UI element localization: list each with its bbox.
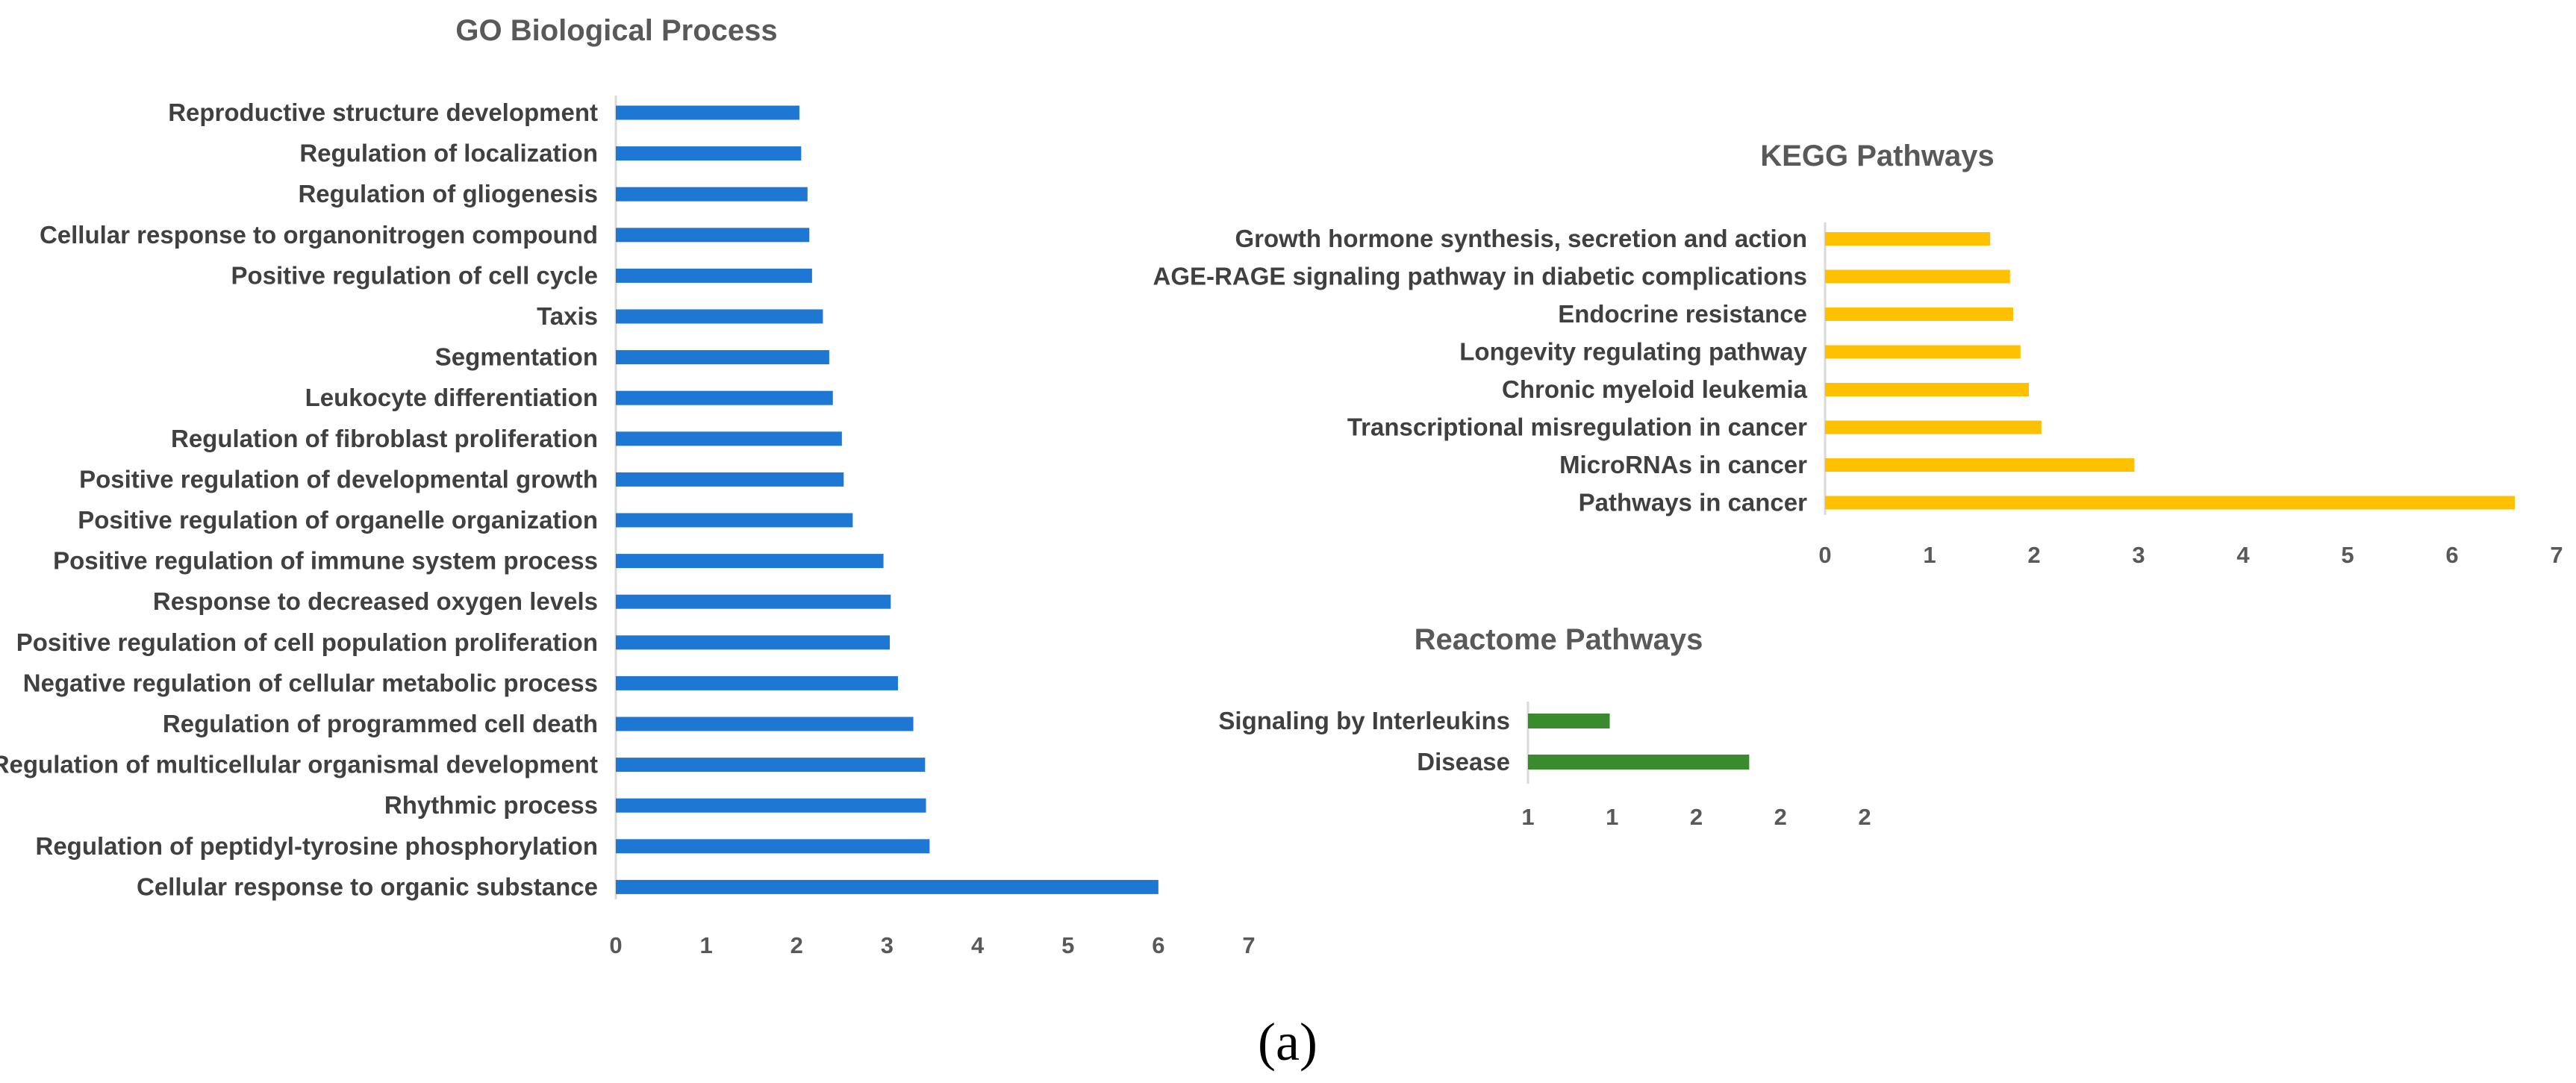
go-bar bbox=[616, 146, 802, 161]
go-category-label: Positive regulation of organelle organiz… bbox=[78, 506, 598, 534]
kegg-category-label: Longevity regulating pathway bbox=[1459, 338, 1807, 366]
kegg-bar bbox=[1825, 458, 2135, 472]
go-category-label: Segmentation bbox=[435, 343, 598, 371]
kegg-bar bbox=[1825, 308, 2013, 321]
kegg-category-label: Growth hormone synthesis, secretion and … bbox=[1235, 225, 1807, 252]
go-bar bbox=[616, 839, 930, 854]
go-x-tick-label: 1 bbox=[700, 932, 713, 958]
kegg-x-tick-label: 0 bbox=[1818, 542, 1831, 568]
reactome-category-label: Disease bbox=[1417, 748, 1510, 775]
kegg-bar bbox=[1825, 420, 2042, 434]
kegg-category-label: AGE-RAGE signaling pathway in diabetic c… bbox=[1153, 263, 1807, 290]
go-x-tick-label: 6 bbox=[1152, 932, 1164, 958]
go-bar bbox=[616, 228, 810, 243]
kegg-category-label: MicroRNAs in cancer bbox=[1559, 451, 1807, 478]
kegg-chart-title: KEGG Pathways bbox=[1760, 140, 1994, 172]
go-x-tick-label: 4 bbox=[971, 932, 985, 958]
kegg-x-tick-label: 4 bbox=[2236, 542, 2250, 568]
kegg-x-tick-label: 1 bbox=[1923, 542, 1936, 568]
go-bar bbox=[616, 554, 884, 569]
go-category-label: Cellular response to organic substance bbox=[137, 873, 598, 900]
go-x-tick-label: 2 bbox=[790, 932, 803, 958]
go-biological-process-chart: GO Biological Process Reproductive struc… bbox=[0, 14, 1256, 958]
reactome-x-tick-label: 1 bbox=[1606, 804, 1618, 830]
go-x-tick-label: 7 bbox=[1242, 932, 1255, 958]
go-bar bbox=[616, 879, 1158, 894]
reactome-pathways-chart: Reactome Pathways Signaling by Interleuk… bbox=[1218, 623, 1871, 830]
go-bar bbox=[616, 187, 808, 202]
go-bar bbox=[616, 431, 842, 446]
reactome-x-tick-label: 2 bbox=[1690, 804, 1703, 830]
go-bar bbox=[616, 635, 891, 650]
go-category-label: Regulation of fibroblast proliferation bbox=[171, 425, 598, 452]
go-bar bbox=[616, 594, 891, 609]
kegg-x-tick-label: 2 bbox=[2027, 542, 2040, 568]
reactome-chart-title: Reactome Pathways bbox=[1415, 623, 1703, 656]
kegg-category-label: Transcriptional misregulation in cancer bbox=[1347, 413, 1807, 441]
go-bar bbox=[616, 472, 844, 487]
reactome-bar bbox=[1528, 755, 1750, 770]
go-bar bbox=[616, 105, 799, 120]
reactome-x-tick-label: 2 bbox=[1774, 804, 1787, 830]
kegg-bar bbox=[1825, 345, 2021, 359]
kegg-category-label: Chronic myeloid leukemia bbox=[1502, 375, 1808, 403]
go-bar bbox=[616, 717, 914, 731]
go-x-tick-label: 0 bbox=[609, 932, 622, 958]
go-bar bbox=[616, 390, 833, 405]
go-bar bbox=[616, 268, 812, 283]
go-category-label: Cellular response to organonitrogen comp… bbox=[40, 221, 598, 249]
go-category-label: Regulation of localization bbox=[299, 140, 598, 167]
go-category-label: Taxis bbox=[537, 302, 598, 330]
go-bar bbox=[616, 309, 823, 324]
kegg-x-tick-label: 5 bbox=[2341, 542, 2354, 568]
go-bar bbox=[616, 350, 829, 365]
kegg-bar bbox=[1825, 496, 2515, 510]
reactome-x-tick-label: 1 bbox=[1521, 804, 1534, 830]
kegg-pathways-chart: KEGG Pathways Growth hormone synthesis, … bbox=[1153, 140, 2563, 568]
reactome-category-label: Signaling by Interleukins bbox=[1218, 707, 1510, 734]
go-category-label: Positive regulation of cell population p… bbox=[16, 628, 598, 656]
go-bar bbox=[616, 513, 853, 528]
go-category-label: Regulation of gliogenesis bbox=[298, 180, 598, 207]
go-category-label: Positive regulation of cell cycle bbox=[231, 261, 598, 289]
kegg-x-tick-label: 7 bbox=[2550, 542, 2563, 568]
kegg-category-label: Pathways in cancer bbox=[1579, 489, 1807, 516]
go-bar bbox=[616, 798, 926, 813]
go-bar bbox=[616, 758, 926, 773]
go-bar bbox=[616, 675, 898, 690]
go-chart-title: GO Biological Process bbox=[455, 14, 777, 47]
go-x-tick-label: 5 bbox=[1061, 932, 1074, 958]
go-category-label: Negative regulation of cellular metaboli… bbox=[23, 669, 598, 696]
go-category-label: Regulation of peptidyl-tyrosine phosphor… bbox=[35, 832, 598, 860]
reactome-x-tick-label: 2 bbox=[1858, 804, 1871, 830]
reactome-bar bbox=[1528, 714, 1610, 728]
figure-caption: (a) bbox=[1258, 1012, 1317, 1072]
kegg-bar bbox=[1825, 232, 1991, 246]
go-category-label: Positive regulation of developmental gro… bbox=[79, 465, 598, 493]
kegg-bar bbox=[1825, 383, 2029, 396]
kegg-x-tick-label: 6 bbox=[2445, 542, 2458, 568]
kegg-bar bbox=[1825, 269, 2010, 284]
go-category-label: Rhythmic process bbox=[384, 791, 598, 819]
go-x-tick-label: 3 bbox=[881, 932, 894, 958]
go-category-label: Positive regulation of immune system pro… bbox=[53, 547, 598, 575]
kegg-category-label: Endocrine resistance bbox=[1558, 300, 1807, 328]
go-category-label: Leukocyte differentiation bbox=[305, 384, 598, 411]
go-category-label: Regulation of multicellular organismal d… bbox=[0, 751, 598, 778]
go-category-label: Regulation of programmed cell death bbox=[163, 710, 598, 737]
kegg-x-tick-label: 3 bbox=[2132, 542, 2145, 568]
go-category-label: Response to decreased oxygen levels bbox=[153, 587, 598, 615]
go-category-label: Reproductive structure development bbox=[168, 99, 598, 126]
